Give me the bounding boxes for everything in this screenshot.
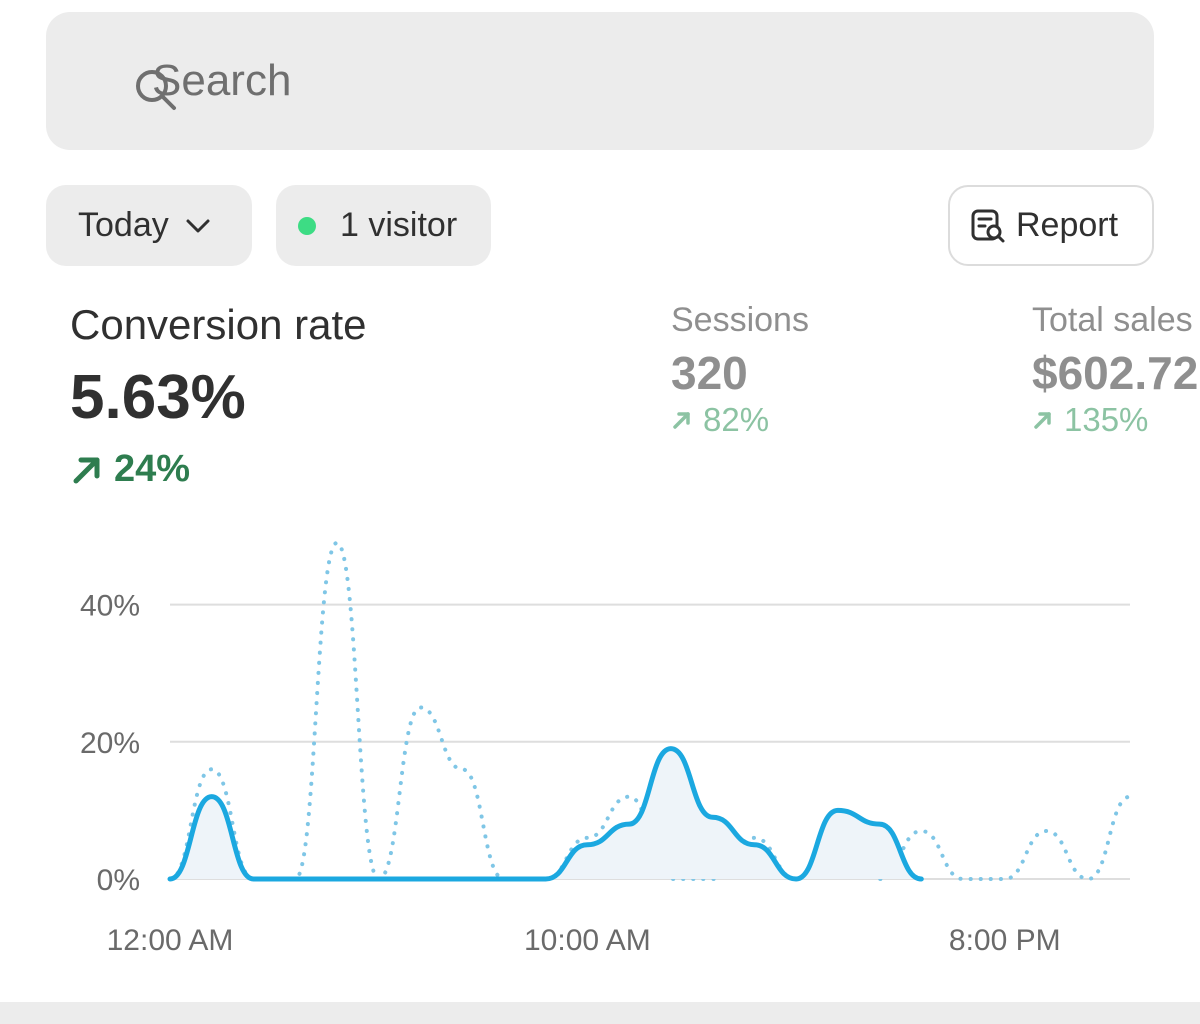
trend-up-icon	[1034, 412, 1051, 429]
live-visitors-button[interactable]: 1 visitor	[276, 185, 491, 266]
total-sales-value: $602.72	[1032, 347, 1199, 399]
date-range-label: Today	[78, 206, 169, 244]
series-line-current	[167, 746, 924, 882]
y-tick-label: 20%	[80, 727, 140, 760]
y-tick-label: 40%	[80, 590, 140, 623]
sessions-change: 82%	[671, 401, 769, 439]
live-status-dot-icon	[298, 216, 316, 235]
chevron-down-icon	[186, 219, 210, 232]
live-visitors-label: 1 visitor	[340, 206, 458, 244]
report-label: Report	[1016, 206, 1119, 244]
conversion-rate-change-value: 24%	[114, 448, 191, 490]
trend-up-icon	[73, 457, 100, 483]
conversion-rate-value: 5.63%	[70, 363, 246, 432]
x-tick-label: 12:00 AM	[107, 924, 234, 957]
date-range-dropdown[interactable]: Today	[46, 185, 252, 266]
search-input[interactable]: Search	[152, 56, 292, 105]
search-bar[interactable]: Search	[46, 12, 1154, 150]
sessions-value: 320	[671, 347, 748, 399]
bottom-panel-edge	[0, 1002, 1200, 1024]
sessions-change-value: 82%	[703, 401, 770, 438]
trend-up-icon	[673, 412, 690, 429]
total-sales-change: 135%	[1032, 401, 1148, 439]
total-sales-change-value: 135%	[1064, 401, 1149, 438]
report-button[interactable]: Report	[948, 185, 1154, 266]
total-sales-title[interactable]: Total sales	[1032, 301, 1193, 339]
series-area	[170, 748, 922, 879]
conversion-rate-change: 24%	[70, 448, 190, 491]
search-icon	[136, 70, 176, 110]
y-tick-label: 0%	[97, 864, 140, 897]
sessions-title[interactable]: Sessions	[671, 301, 809, 339]
x-tick-label: 10:00 AM	[524, 924, 651, 957]
x-tick-label: 8:00 PM	[949, 924, 1061, 957]
conversion-rate-chart: 0% 20% 40% 12:00 AM 10:00 AM 8:00 PM	[80, 540, 1132, 957]
report-icon	[971, 209, 1005, 242]
conversion-rate-title[interactable]: Conversion rate	[70, 301, 367, 348]
